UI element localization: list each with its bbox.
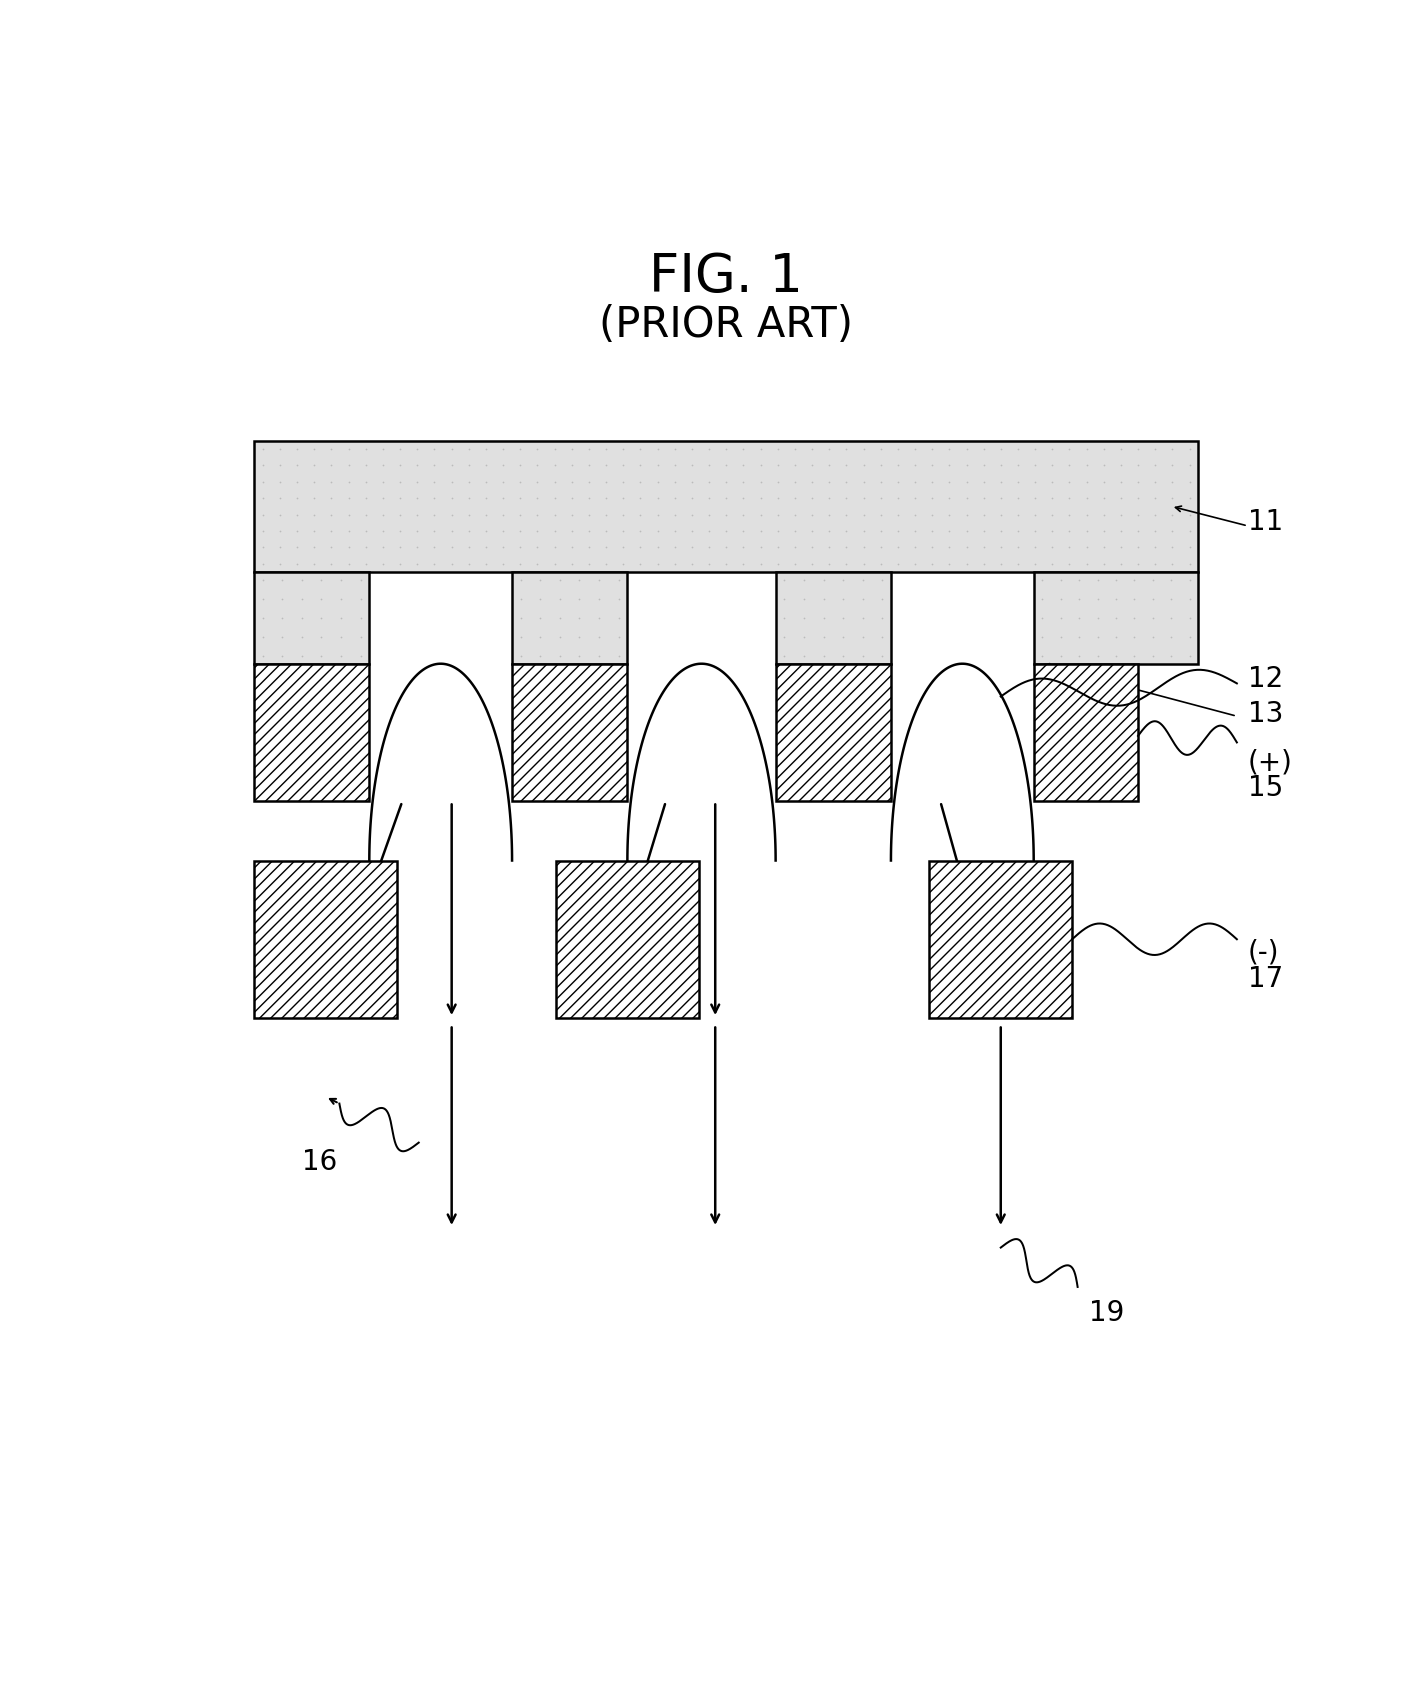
Bar — [555, 861, 699, 1017]
Text: 19: 19 — [1088, 1298, 1124, 1327]
Bar — [254, 861, 397, 1017]
Bar — [512, 665, 628, 801]
Text: (-): (-) — [1248, 939, 1280, 966]
Text: 13: 13 — [1248, 700, 1284, 728]
Text: (+): (+) — [1248, 748, 1292, 775]
Text: (PRIOR ART): (PRIOR ART) — [599, 305, 853, 346]
Text: FIG. 1: FIG. 1 — [649, 250, 803, 303]
Text: 15: 15 — [1248, 774, 1284, 803]
Text: 16: 16 — [302, 1148, 337, 1176]
Text: 17: 17 — [1248, 964, 1284, 993]
Bar — [775, 573, 891, 665]
Bar — [775, 665, 891, 801]
Bar — [254, 573, 370, 665]
Bar — [930, 861, 1073, 1017]
Bar — [1034, 665, 1138, 801]
Text: 11: 11 — [1248, 508, 1284, 537]
Bar — [254, 665, 370, 801]
Bar — [254, 441, 1199, 573]
Bar — [512, 573, 628, 665]
Bar — [1034, 573, 1199, 665]
Text: 12: 12 — [1248, 666, 1284, 694]
